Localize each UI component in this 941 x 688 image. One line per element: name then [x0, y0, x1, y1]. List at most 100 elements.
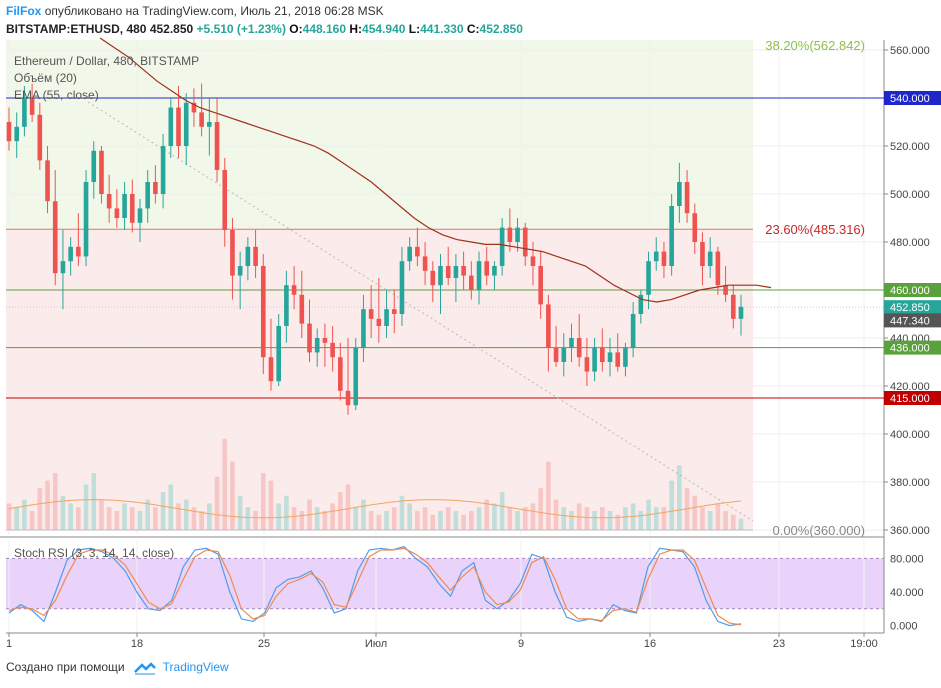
volume-bar — [137, 511, 143, 530]
candle — [368, 285, 374, 338]
brand-name[interactable]: FilFox — [6, 4, 42, 18]
volume-bar — [384, 511, 389, 530]
candle — [160, 134, 166, 209]
volume-bar — [561, 507, 567, 530]
volume-bar — [522, 507, 528, 530]
volume-bar — [260, 473, 266, 530]
volume-bar — [492, 503, 497, 530]
candle — [214, 98, 220, 182]
volume-bar — [445, 507, 451, 530]
high-value: 454.940 — [362, 22, 406, 36]
volume-bar — [361, 499, 366, 530]
candle — [677, 162, 682, 223]
ema-legend: EMA (55, close) — [14, 88, 99, 102]
close-value: 452.850 — [479, 22, 523, 36]
volume-bar — [469, 511, 474, 530]
candle — [22, 86, 27, 137]
candle — [461, 251, 466, 290]
candle — [592, 338, 597, 382]
volume-bar — [723, 511, 728, 530]
volume-bar — [284, 495, 289, 530]
candle — [314, 328, 320, 367]
candle — [376, 278, 382, 343]
candle — [584, 338, 590, 386]
candle — [307, 299, 312, 362]
stoch-k-line — [8, 545, 742, 627]
candle — [407, 237, 412, 271]
volume-legend: Объём (20) — [14, 71, 77, 85]
price-change: +5.510 (+1.23%) — [196, 22, 286, 36]
x-tick-label: 9 — [518, 638, 524, 650]
created-with: Создано при помощи — [6, 660, 125, 675]
candle — [268, 318, 274, 391]
candle — [530, 242, 536, 286]
price-tag — [884, 391, 941, 405]
candle — [700, 232, 705, 286]
fib-label: 38.20%(562.842) — [765, 38, 865, 53]
y-tick-label: 360.000 — [890, 525, 930, 537]
candle — [661, 242, 667, 278]
candle — [122, 182, 127, 230]
x-tick-label: 16 — [644, 638, 656, 650]
candle — [499, 218, 505, 276]
publish-header: FilFox опубликовано на TradingView.com, … — [6, 4, 384, 18]
candle — [276, 314, 281, 386]
volume-bar — [399, 495, 405, 530]
volume-bar — [569, 511, 574, 530]
candle — [615, 333, 621, 372]
fib-zone-lower — [6, 229, 753, 531]
volume-bar — [669, 480, 674, 530]
volume-bar — [176, 503, 181, 530]
candle — [322, 323, 328, 367]
volume-bar — [314, 507, 320, 530]
x-tick-label: 25 — [258, 638, 270, 650]
price-tag-label: 452.850 — [890, 302, 930, 314]
volume-bar — [129, 507, 135, 530]
volume-bar — [322, 511, 328, 530]
price-tag-label: 415.000 — [890, 393, 930, 405]
volume-bar — [291, 507, 297, 530]
y-tick-label: 480.000 — [890, 237, 930, 249]
volume-bar — [738, 518, 744, 530]
volume-bar — [83, 484, 89, 530]
volume-bar — [299, 511, 305, 530]
volume-bar — [530, 503, 536, 530]
volume-bar — [546, 461, 551, 530]
volume-bar — [60, 495, 66, 530]
volume-bar — [638, 511, 644, 530]
candle — [338, 342, 343, 401]
candle — [76, 213, 81, 266]
candle — [145, 170, 151, 223]
candle — [6, 107, 12, 151]
fib-label: 23.60%(485.316) — [765, 222, 865, 237]
volume-bar — [338, 492, 343, 530]
volume-bar — [106, 507, 112, 530]
volume-bar — [253, 511, 258, 530]
low-value: 441.330 — [420, 22, 464, 36]
volume-bar — [484, 499, 490, 530]
candle — [599, 328, 605, 372]
candle — [68, 237, 73, 276]
candle — [399, 246, 405, 326]
candle — [561, 333, 567, 377]
candle — [469, 261, 474, 300]
volume-bar — [515, 511, 520, 530]
symbol-name[interactable]: BITSTAMP:ETHUSD, 480 — [6, 22, 147, 36]
tradingview-link[interactable]: TradingView — [162, 660, 229, 675]
volume-bar — [376, 514, 382, 530]
candle — [199, 83, 204, 137]
volume-bar — [422, 507, 428, 530]
volume-bar — [353, 507, 359, 530]
candle — [222, 158, 228, 247]
volume-bar — [592, 511, 597, 530]
x-tick-label: 18 — [131, 638, 143, 650]
volume-bar — [245, 507, 251, 530]
candle — [284, 270, 289, 343]
candle — [646, 251, 651, 310]
publish-info: опубликовано на TradingView.com, Июль 21… — [44, 4, 384, 18]
volume-bar — [29, 511, 35, 530]
y-tick-label: 500.000 — [890, 189, 930, 201]
volume-bar — [214, 476, 220, 530]
volume-bar — [91, 473, 97, 530]
